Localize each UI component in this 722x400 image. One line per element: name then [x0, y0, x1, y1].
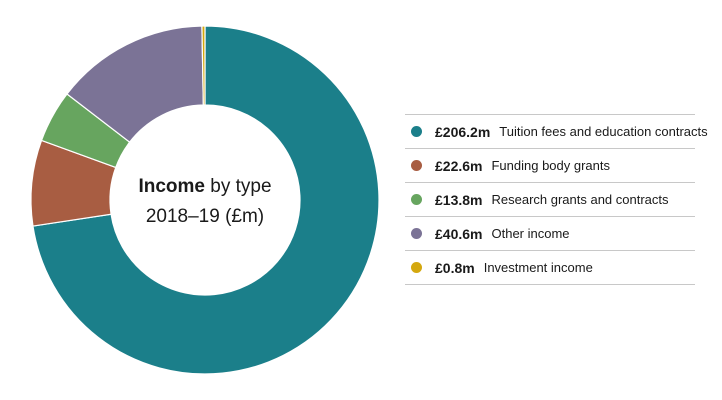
legend-swatch	[411, 262, 422, 273]
chart-subtitle: 2018–19 (£m)	[145, 206, 265, 227]
chart-title: Income by type 2018–19 (£m)	[125, 172, 285, 232]
chart-title-bold: Income	[138, 176, 205, 197]
legend-value: £206.2m	[435, 123, 491, 140]
legend-item: £0.8m Investment income	[405, 251, 695, 285]
legend-label: Investment income	[483, 260, 593, 275]
legend-label: Tuition fees and education contracts	[499, 124, 708, 139]
chart-title-rest: by type	[204, 176, 272, 197]
pie-slice-0	[32, 25, 380, 375]
legend-item: £22.6m Funding body grants	[405, 149, 695, 183]
legend-swatch	[411, 126, 422, 137]
pie-slice-4	[201, 25, 206, 106]
donut-chart	[30, 25, 380, 375]
legend-item: £40.6m Other income	[405, 217, 695, 251]
legend-swatch	[411, 228, 422, 239]
legend-label: Funding body grants	[491, 158, 611, 173]
chart-legend: £206.2m Tuition fees and education contra…	[405, 114, 708, 285]
legend-value: £0.8m	[435, 259, 475, 276]
legend-label: Research grants and contracts	[491, 192, 669, 207]
legend-value: £22.6m	[435, 157, 483, 174]
legend-item: £206.2m Tuition fees and education contra…	[405, 115, 708, 149]
legend-item: £13.8m Research grants and contracts	[405, 183, 695, 217]
legend-value: £40.6m	[435, 225, 483, 242]
legend-swatch	[411, 160, 422, 171]
legend-value: £13.8m	[435, 191, 483, 208]
legend-label: Other income	[491, 226, 570, 241]
legend-swatch	[411, 194, 422, 205]
